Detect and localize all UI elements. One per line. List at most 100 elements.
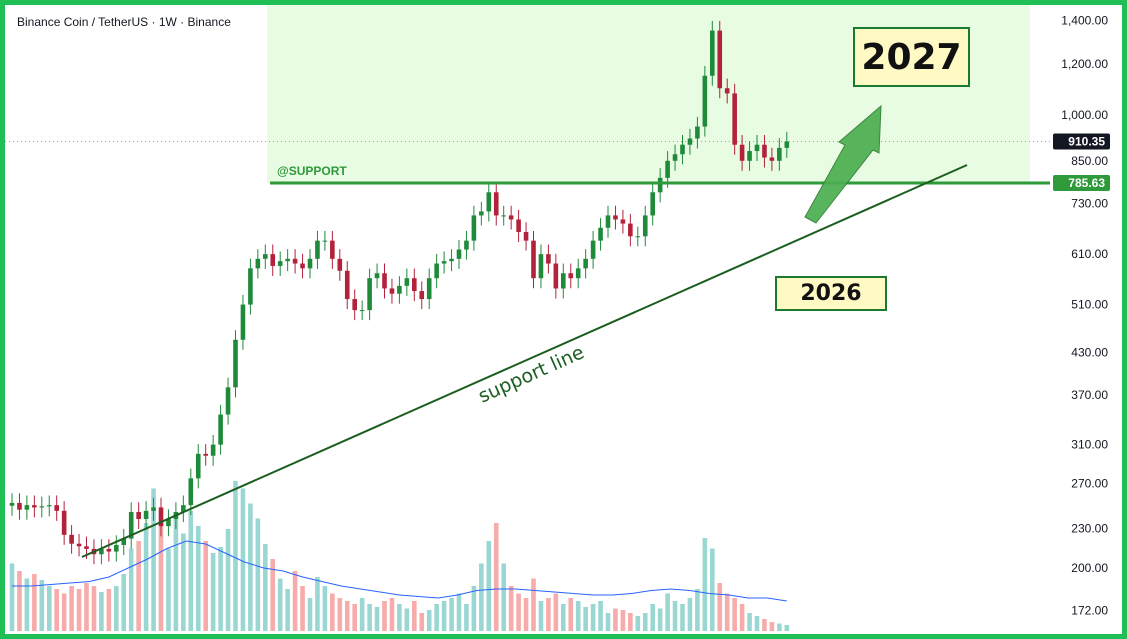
volume-bar bbox=[248, 503, 253, 631]
candle bbox=[687, 128, 693, 155]
candle bbox=[628, 213, 633, 247]
volume-bar bbox=[54, 589, 59, 631]
candle bbox=[114, 535, 119, 562]
price-tick-label: 850.00 bbox=[1071, 154, 1108, 168]
price-tick-label: 172.00 bbox=[1071, 603, 1108, 617]
volume-bar bbox=[233, 481, 238, 631]
candle bbox=[441, 251, 447, 274]
candle bbox=[233, 330, 238, 398]
candle bbox=[17, 493, 22, 520]
candle bbox=[531, 230, 536, 289]
volume-bar bbox=[471, 586, 477, 631]
volume-bar bbox=[464, 604, 469, 631]
candle bbox=[181, 495, 186, 523]
price-badge-support bbox=[1053, 174, 1110, 191]
price-tick-label: 230.00 bbox=[1071, 522, 1108, 536]
candle bbox=[404, 268, 410, 296]
volume-bar bbox=[449, 598, 454, 631]
candle bbox=[106, 539, 112, 562]
volume-bar bbox=[46, 586, 52, 631]
volume-bar bbox=[99, 592, 104, 631]
candle bbox=[613, 205, 618, 230]
price-tick-label: 510.00 bbox=[1071, 298, 1108, 312]
candle bbox=[99, 539, 104, 565]
volume-bar bbox=[166, 548, 171, 631]
candle bbox=[426, 268, 432, 310]
volume-bar bbox=[76, 589, 82, 631]
candle bbox=[121, 528, 127, 556]
candle bbox=[419, 281, 425, 310]
candle bbox=[695, 116, 700, 149]
candle bbox=[300, 253, 305, 279]
volume-bar bbox=[561, 604, 566, 631]
volume-bar bbox=[620, 610, 626, 631]
volume-bar bbox=[717, 583, 723, 631]
volume-bar bbox=[598, 601, 603, 631]
volume-bar bbox=[285, 589, 290, 631]
volume-bar bbox=[24, 578, 30, 631]
year-2026-label: 2026 bbox=[775, 276, 887, 311]
price-tick-label: 610.00 bbox=[1071, 247, 1108, 261]
candle bbox=[605, 205, 611, 238]
candle bbox=[456, 239, 462, 269]
volume-bar bbox=[225, 529, 231, 631]
candle bbox=[240, 294, 246, 350]
candle bbox=[657, 168, 663, 203]
candle bbox=[449, 249, 454, 272]
candle bbox=[642, 205, 648, 247]
price-tick-label: 200.00 bbox=[1071, 561, 1108, 575]
volume-bar bbox=[218, 547, 223, 631]
volume-bar bbox=[762, 619, 767, 631]
volume-bar bbox=[389, 598, 395, 631]
volume-bar bbox=[181, 533, 186, 631]
candle bbox=[710, 20, 715, 86]
volume-bar bbox=[493, 523, 499, 631]
volume-bar bbox=[32, 574, 37, 631]
volume-bar bbox=[508, 586, 514, 631]
candle bbox=[620, 209, 626, 234]
candle bbox=[69, 525, 74, 554]
volume-bar bbox=[710, 548, 715, 631]
volume-bar bbox=[17, 571, 22, 631]
volume-bar bbox=[777, 623, 782, 631]
volume-bar bbox=[173, 514, 179, 631]
volume-bar bbox=[590, 604, 596, 631]
volume-bar bbox=[635, 616, 641, 631]
candle bbox=[255, 249, 261, 279]
candle bbox=[195, 444, 201, 489]
candle bbox=[315, 230, 320, 269]
volume-bar bbox=[307, 598, 313, 631]
candle bbox=[434, 253, 439, 289]
volume-bar bbox=[769, 622, 775, 631]
candle bbox=[330, 230, 335, 269]
candle bbox=[508, 205, 514, 230]
volume-bar bbox=[583, 607, 588, 631]
volume-bar bbox=[158, 526, 164, 631]
candle bbox=[9, 493, 15, 516]
price-badge-label-support: 785.63 bbox=[1068, 176, 1105, 190]
candle bbox=[538, 244, 544, 289]
candle bbox=[128, 502, 134, 549]
volume-bar bbox=[665, 593, 670, 631]
price-tick-label: 310.00 bbox=[1071, 438, 1108, 452]
volume-bar bbox=[397, 604, 402, 631]
candle bbox=[561, 263, 566, 299]
volume-bar bbox=[739, 604, 745, 631]
volume-bar bbox=[754, 616, 760, 631]
candle bbox=[523, 222, 529, 251]
candle bbox=[702, 66, 708, 137]
price-tick-label: 730.00 bbox=[1071, 197, 1108, 211]
candle bbox=[374, 263, 380, 289]
price-tick-label: 370.00 bbox=[1071, 388, 1108, 402]
volume-bar bbox=[568, 598, 574, 631]
candle bbox=[292, 249, 298, 274]
candle bbox=[76, 534, 82, 557]
candle bbox=[158, 497, 164, 537]
candle bbox=[359, 300, 365, 321]
candle bbox=[24, 495, 30, 520]
candle bbox=[486, 182, 492, 222]
candle bbox=[516, 209, 521, 243]
candle bbox=[263, 244, 268, 269]
